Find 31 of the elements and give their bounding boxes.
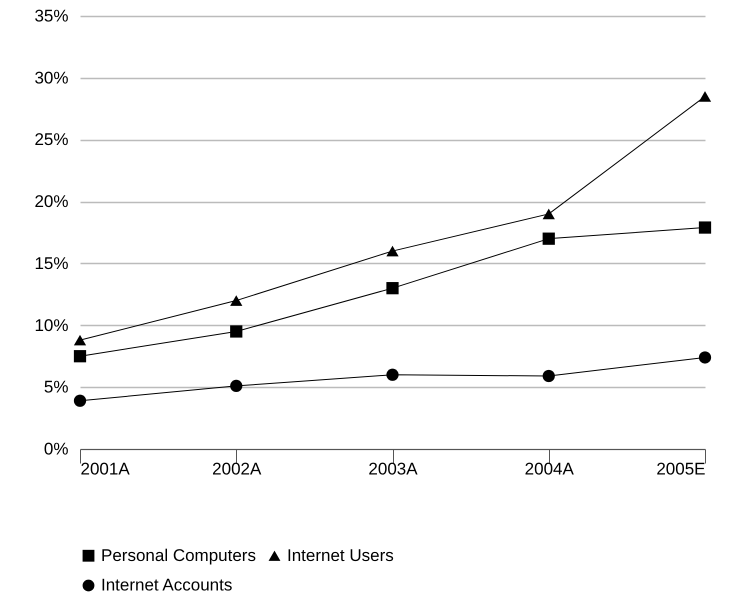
- point: [542, 208, 555, 220]
- legend-label: Personal Computers: [101, 546, 256, 565]
- point: [230, 325, 242, 338]
- x-tick-label: 2002A: [212, 460, 262, 478]
- x-tick-label: 2004A: [524, 460, 574, 478]
- y-tick-label: 15%: [34, 254, 68, 273]
- y-tick-label: 5%: [44, 378, 68, 397]
- y-tick-label: 25%: [34, 130, 68, 150]
- point: [542, 370, 555, 382]
- point: [698, 91, 712, 102]
- x-tick-label: 2005E: [656, 460, 706, 478]
- point: [230, 380, 242, 392]
- point: [230, 295, 242, 306]
- x-tick-label: 2001A: [80, 460, 130, 478]
- y-tick-label: 35%: [34, 6, 68, 26]
- point: [542, 232, 555, 245]
- point: [386, 282, 399, 294]
- point: [698, 221, 712, 234]
- point: [698, 351, 712, 364]
- legend-label: Internet Users: [287, 546, 394, 565]
- point: [386, 246, 399, 256]
- y-tick-label: 20%: [34, 192, 68, 212]
- point: [74, 394, 86, 407]
- point: [386, 368, 399, 381]
- y-tick-label: 10%: [34, 316, 68, 335]
- y-tick-label: 30%: [34, 68, 68, 88]
- point: [74, 334, 86, 346]
- legend-label: Internet Accounts: [101, 576, 232, 594]
- x-tick-label: 2003A: [368, 460, 418, 478]
- point: [74, 350, 86, 362]
- y-tick-label: 0%: [44, 440, 68, 458]
